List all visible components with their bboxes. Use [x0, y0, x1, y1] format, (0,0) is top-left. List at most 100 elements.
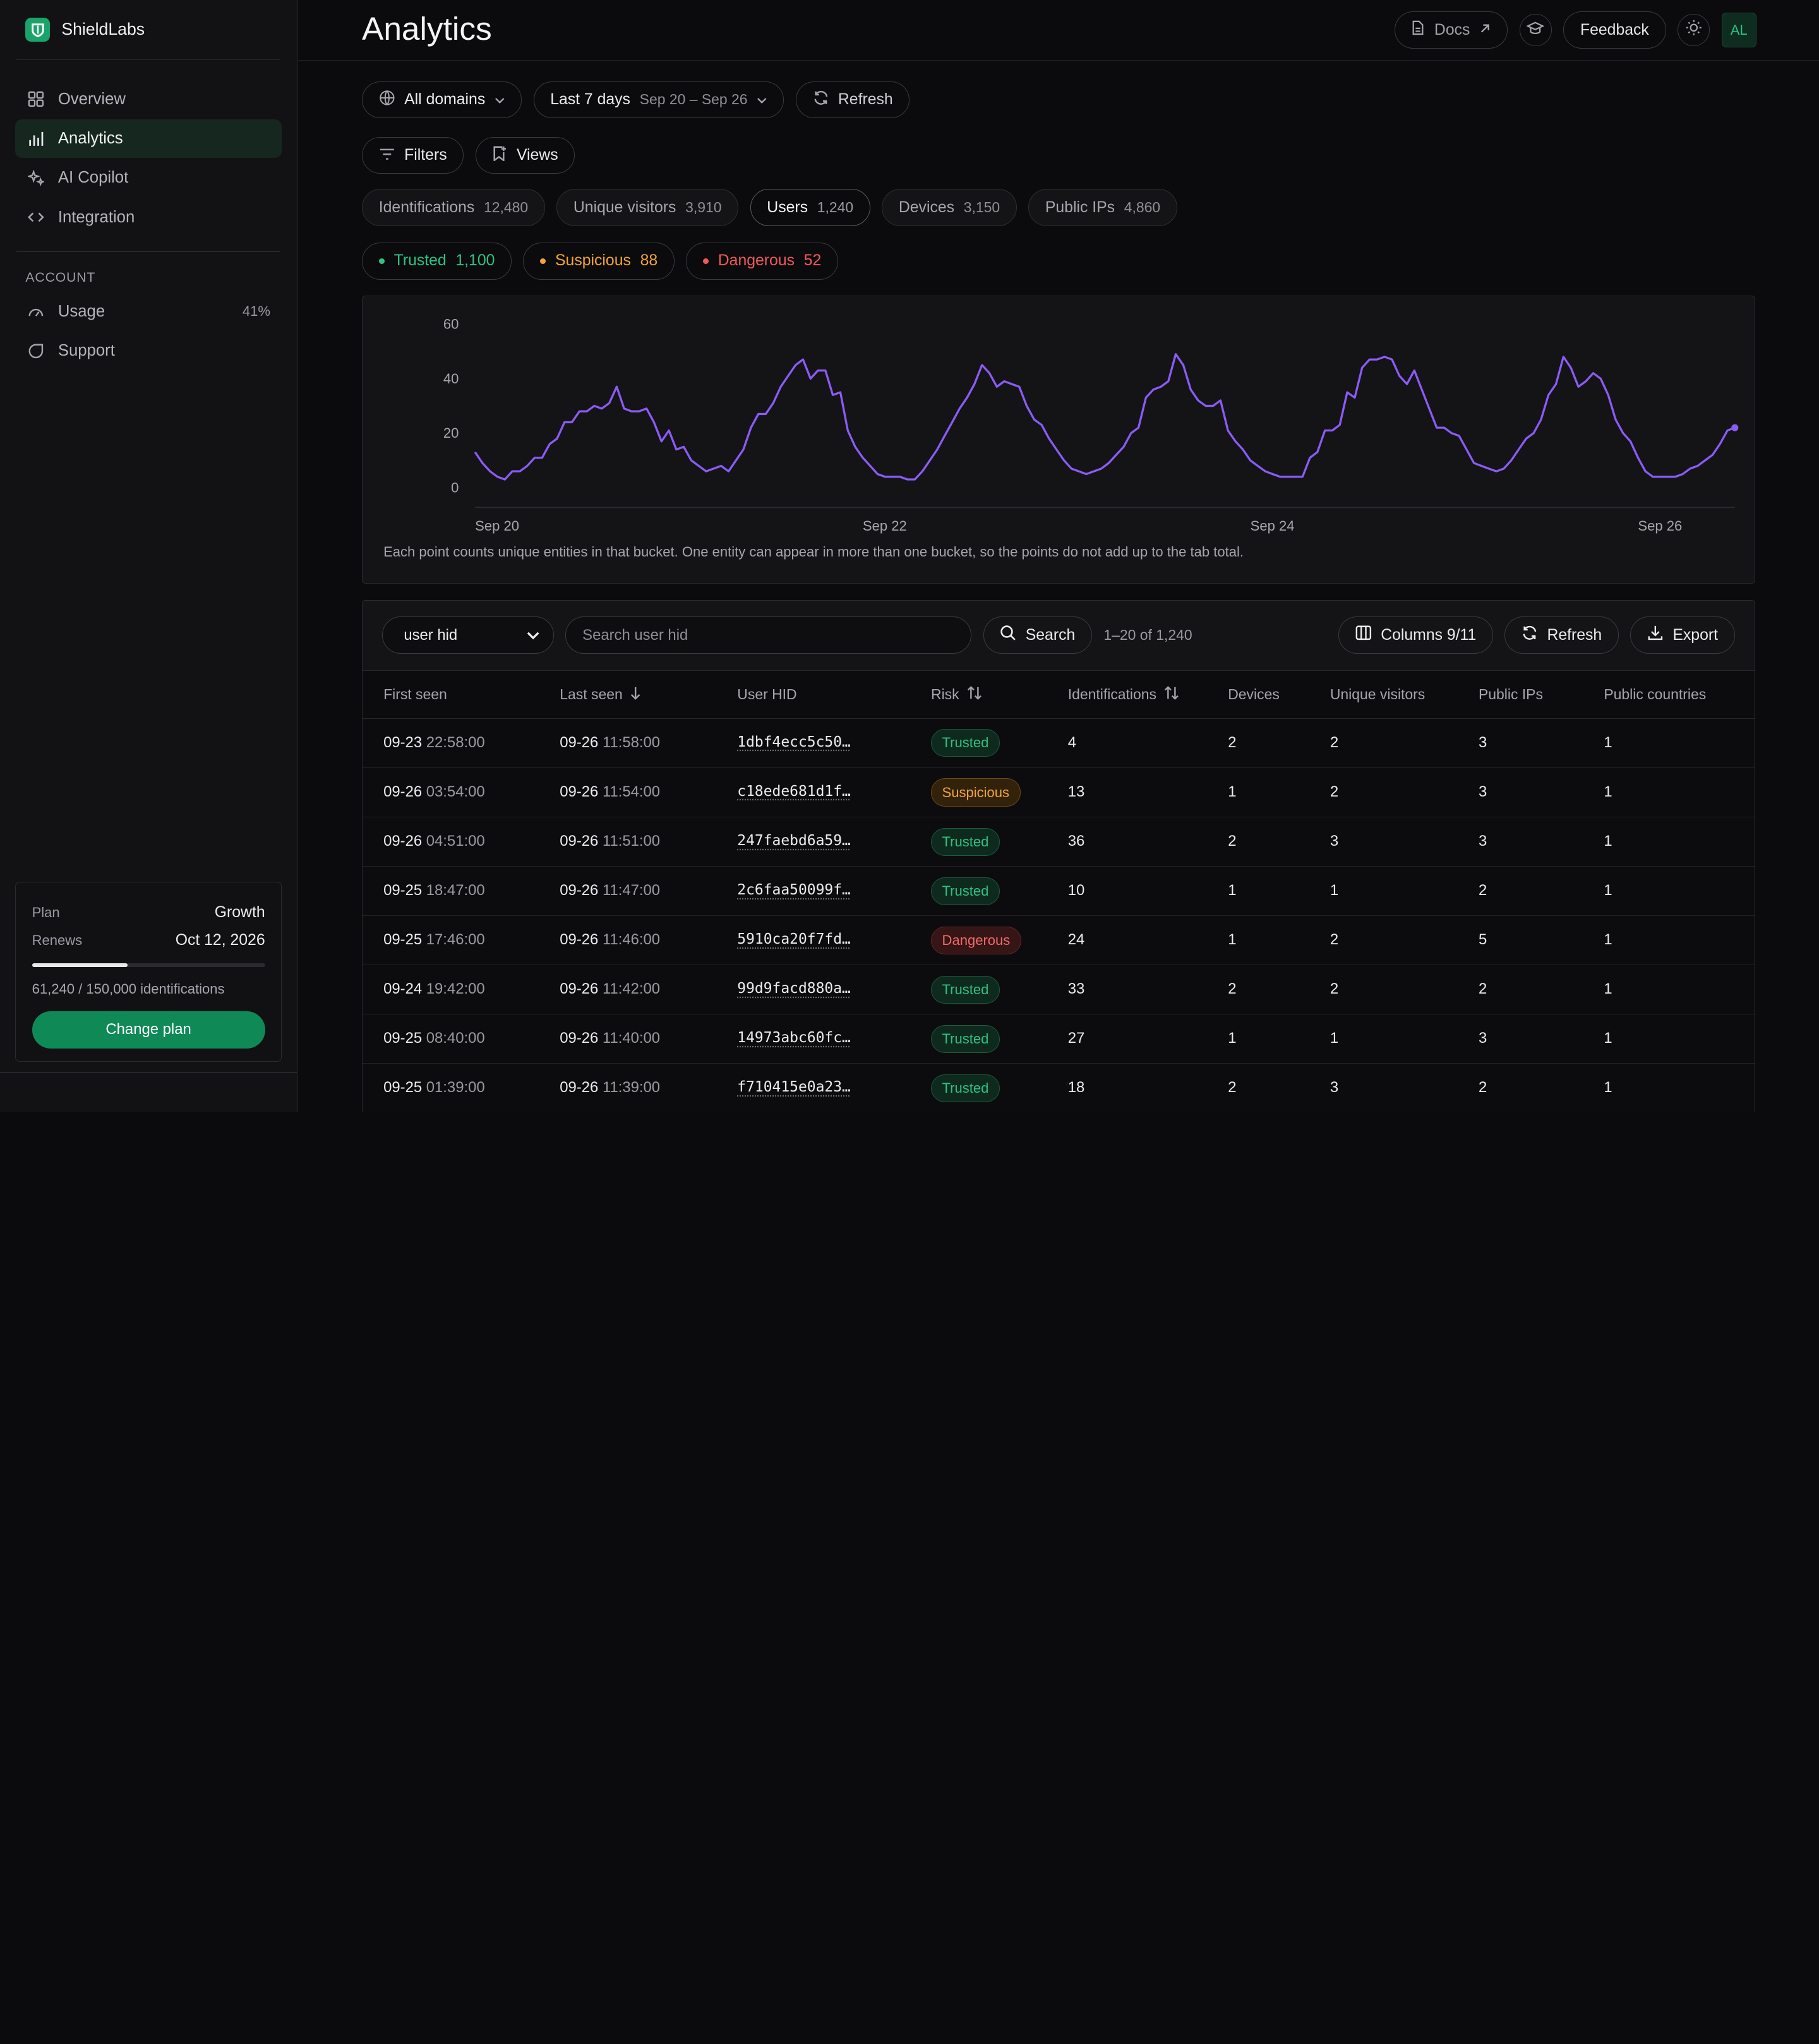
table-row[interactable]: 09-26 03:54:00 09-26 11:54:00 c18ede681d1f… [363, 767, 1755, 817]
devices-cell: 1 [1228, 881, 1237, 899]
tab-unique-visitors[interactable]: Unique visitors 3,910 [556, 189, 739, 227]
tab-devices[interactable]: Devices 3,150 [882, 189, 1017, 227]
risk-filter-dangerous[interactable]: Dangerous 52 [686, 242, 838, 280]
public-ips-cell: 3 [1478, 1030, 1487, 1047]
tab-identifications[interactable]: Identifications 12,480 [362, 189, 545, 227]
renews-value: Oct 12, 2026 [175, 931, 265, 949]
column-header-risk[interactable]: Risk [931, 685, 982, 704]
last-seen-cell: 09-26 11:58:00 [560, 734, 660, 752]
table-row[interactable]: 09-25 01:39:00 09-26 11:39:00 f710415e0a23… [363, 1064, 1755, 1113]
tab-count: 3,910 [685, 199, 722, 216]
shield-logo-icon [25, 17, 50, 42]
table-row[interactable]: 09-25 18:47:00 09-26 11:47:00 2c6faa50099f… [363, 867, 1755, 917]
table-panel: user hid Search 1–20 of 1,240 Columns 9 [362, 599, 1755, 1113]
column-header-unique-visitors[interactable]: Unique visitors [1330, 686, 1425, 703]
learn-button[interactable] [1519, 14, 1552, 47]
date-text: 09-26 [383, 783, 423, 800]
tab-count: 4,860 [1124, 199, 1161, 216]
sidebar-item-support[interactable]: Support [15, 332, 282, 370]
search-button[interactable]: Search [983, 616, 1092, 654]
user-hid-link[interactable]: 5910ca20f7fd… [737, 931, 851, 948]
column-header-identifications[interactable]: Identifications [1068, 685, 1180, 704]
user-hid-link[interactable]: 14973abc60fc… [737, 1030, 851, 1047]
column-header-first-seen[interactable]: First seen [383, 686, 447, 703]
column-header-user-hid[interactable]: User HID [737, 686, 796, 703]
domain-select[interactable]: All domains [362, 81, 522, 119]
filters-button[interactable]: Filters [362, 136, 464, 174]
table-row[interactable]: 09-25 08:40:00 09-26 11:40:00 14973abc60fc… [363, 1014, 1755, 1064]
sidebar-item-integration[interactable]: Integration [15, 198, 282, 237]
export-button[interactable]: Export [1630, 616, 1735, 654]
sidebar-item-overview[interactable]: Overview [15, 80, 282, 119]
pagination-range: 1–20 of 1,240 [1103, 627, 1192, 644]
risk-badge: Trusted [931, 729, 1000, 757]
table-refresh-button[interactable]: Refresh [1504, 616, 1619, 654]
views-button[interactable]: Views [475, 136, 575, 174]
date-range-select[interactable]: Last 7 days Sep 20 – Sep 26 [533, 81, 784, 119]
risk-badge: Suspicious [931, 778, 1021, 807]
gauge-icon [27, 302, 45, 320]
theme-toggle-button[interactable] [1677, 14, 1710, 47]
sidebar-item-ai-copilot[interactable]: AI Copilot [15, 159, 282, 198]
usage-percent: 41% [242, 303, 270, 320]
sidebar-item-usage[interactable]: Usage 41% [15, 292, 282, 331]
column-header-last-seen[interactable]: Last seen [560, 686, 641, 704]
unique-visitors-cell: 3 [1330, 832, 1339, 850]
risk-count: 52 [803, 252, 822, 270]
date-text: 09-26 [560, 1030, 599, 1047]
docs-button[interactable]: Docs [1394, 11, 1508, 49]
search-field-select[interactable]: user hid [382, 616, 555, 654]
column-header-devices[interactable]: Devices [1228, 686, 1280, 703]
table-row[interactable]: 09-24 19:42:00 09-26 11:42:00 99d9facd880a… [363, 965, 1755, 1015]
table-row[interactable]: 09-23 22:58:00 09-26 11:58:00 1dbf4ecc5c50… [363, 718, 1755, 768]
date-text: 09-26 [560, 1079, 599, 1097]
unique-visitors-cell: 2 [1330, 931, 1339, 949]
column-header-label: First seen [383, 685, 447, 702]
date-text: 09-25 [383, 931, 423, 949]
user-hid-link[interactable]: 99d9facd880a… [737, 980, 851, 997]
sidebar-item-label: Analytics [57, 129, 123, 147]
devices-cell: 1 [1228, 783, 1237, 800]
last-seen-cell: 09-26 11:39:00 [560, 1079, 660, 1097]
column-header-public-countries[interactable]: Public countries [1604, 686, 1706, 703]
change-plan-button[interactable]: Change plan [32, 1011, 265, 1049]
filter-icon [379, 147, 395, 164]
date-range-dates: Sep 20 – Sep 26 [639, 91, 748, 108]
identifications-cell: 36 [1067, 832, 1085, 850]
chevron-down-icon [527, 627, 539, 644]
time-text: 01:39:00 [426, 1079, 485, 1097]
refresh-button[interactable]: Refresh [795, 81, 910, 119]
risk-filter-trusted[interactable]: Trusted 1,100 [362, 242, 512, 280]
public-countries-cell: 1 [1604, 1079, 1612, 1097]
user-hid-link[interactable]: 2c6faa50099f… [737, 881, 851, 898]
user-hid-link[interactable]: 1dbf4ecc5c50… [737, 733, 851, 750]
sun-icon [1685, 19, 1703, 42]
user-hid-link[interactable]: f710415e0a23… [737, 1079, 851, 1096]
user-hid-link[interactable]: 247faebd6a59… [737, 832, 851, 849]
date-text: 09-26 [560, 783, 599, 800]
tab-label: Users [767, 198, 808, 216]
column-header-label: Devices [1228, 685, 1280, 702]
columns-button[interactable]: Columns 9/11 [1338, 616, 1493, 654]
x-tick-label: Sep 24 [1251, 518, 1295, 534]
table-row[interactable]: 09-25 17:46:00 09-26 11:46:00 5910ca20f7fd… [363, 916, 1755, 966]
tab-users[interactable]: Users 1,240 [750, 189, 870, 227]
last-seen-cell: 09-26 11:51:00 [560, 833, 660, 850]
avatar[interactable]: AL [1721, 13, 1756, 48]
feedback-button[interactable]: Feedback [1563, 11, 1666, 49]
time-text: 11:58:00 [602, 733, 661, 751]
brand[interactable]: ShieldLabs [25, 17, 145, 42]
renews-key: Renews [32, 932, 83, 948]
search-button-label: Search [1025, 626, 1076, 644]
grid-icon [27, 90, 45, 108]
column-header-public-ips[interactable]: Public IPs [1479, 686, 1543, 703]
first-seen-cell: 09-23 22:58:00 [383, 734, 485, 752]
user-hid-link[interactable]: c18ede681d1f… [737, 783, 851, 800]
sidebar-item-analytics[interactable]: Analytics [15, 119, 282, 158]
tab-public-ips[interactable]: Public IPs 4,860 [1028, 189, 1177, 227]
renews-row: Renews Oct 12, 2026 [32, 927, 265, 954]
risk-filter-suspicious[interactable]: Suspicious 88 [523, 242, 675, 280]
unique-visitors-cell: 2 [1330, 733, 1339, 751]
search-input[interactable] [565, 616, 972, 654]
table-row[interactable]: 09-26 04:51:00 09-26 11:51:00 247faebd6a59… [363, 817, 1755, 867]
